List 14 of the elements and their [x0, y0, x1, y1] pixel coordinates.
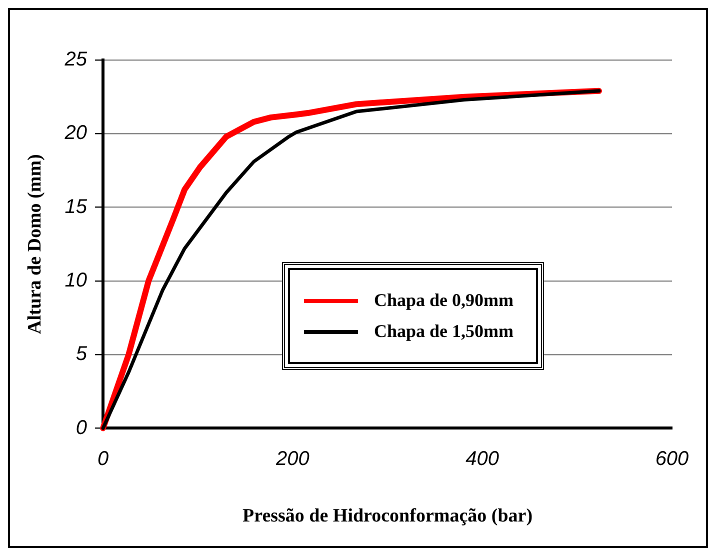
x-tick-label: 200 — [275, 448, 310, 470]
legend-label: Chapa de 1,50mm — [374, 321, 514, 342]
x-axis-title: Pressão de Hidroconformação (bar) — [242, 506, 533, 527]
y-tick-label: 5 — [76, 343, 88, 366]
y-tick-label: 0 — [76, 416, 88, 439]
x-tick-label: 600 — [655, 448, 689, 470]
y-tick-label: 25 — [64, 48, 88, 71]
y-tick-label: 20 — [64, 122, 88, 144]
y-tick-label: 15 — [64, 196, 88, 218]
x-tick-label: 400 — [466, 448, 500, 470]
y-axis-title: Altura de Domo (mm) — [24, 154, 46, 334]
y-tick-label: 10 — [64, 269, 88, 292]
legend-label: Chapa de 0,90mm — [374, 290, 514, 311]
x-tick-label: 0 — [97, 448, 109, 470]
